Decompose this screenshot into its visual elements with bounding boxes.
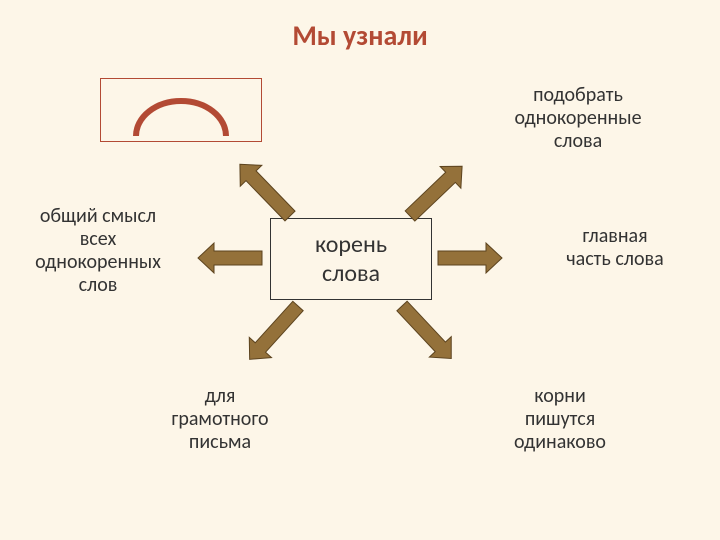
node-top-right: подобратьоднокоренныеслова <box>478 84 678 153</box>
arrow-to-top-right <box>400 155 473 226</box>
arc-symbol-box <box>100 78 262 142</box>
central-text: кореньслова <box>315 230 387 288</box>
arrow-to-left <box>198 243 262 273</box>
arc-icon <box>101 79 261 141</box>
node-right: главнаячасть слова <box>530 225 700 271</box>
node-bottom-right: корнипишутсяодинаково <box>460 385 660 454</box>
node-left: общий смыслвсеходнокоренныхслов <box>8 205 188 297</box>
arrow-to-right <box>438 243 502 273</box>
arrow-to-bottom-left <box>239 296 310 369</box>
node-bottom-left: дляграмотногописьма <box>130 385 310 454</box>
slide-title: Мы узнали <box>0 18 720 53</box>
arrow-to-arc <box>229 154 301 227</box>
central-box: кореньслова <box>270 218 432 300</box>
arrow-to-bottom-right <box>391 296 462 369</box>
